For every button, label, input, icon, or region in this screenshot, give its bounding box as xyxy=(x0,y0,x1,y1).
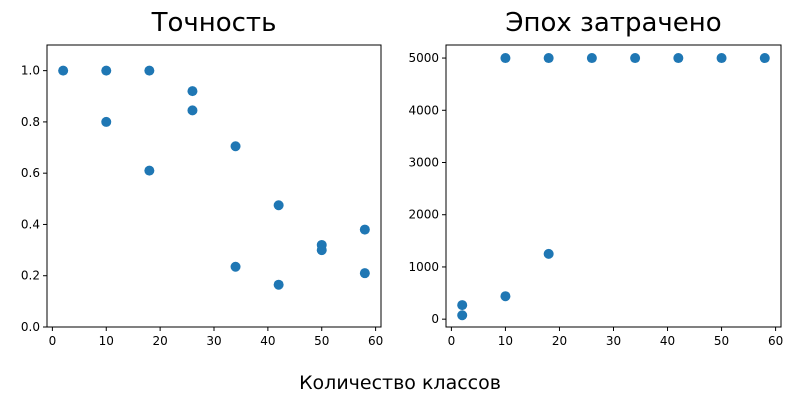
data-point xyxy=(273,200,284,211)
data-point xyxy=(457,300,468,311)
y-tick-label: 5000 xyxy=(408,51,439,65)
x-tick-label: 10 xyxy=(498,334,513,348)
chart-title-accuracy: Точность xyxy=(151,8,277,38)
x-tick-label: 20 xyxy=(552,334,567,348)
accuracy-scatter-plot: 0 10 20 30 40 50 60 0.0 0.2 0.4 0.6 0.8 1.0 xyxy=(21,44,383,348)
y-tick-label: 1.0 xyxy=(21,64,40,78)
data-point xyxy=(543,248,554,259)
data-point xyxy=(187,86,198,97)
x-tick-label: 60 xyxy=(368,334,383,348)
data-point xyxy=(230,261,241,272)
y-tick-label: 0 xyxy=(431,312,439,326)
data-point xyxy=(359,268,370,279)
plot-frame xyxy=(46,44,382,328)
data-point xyxy=(359,224,370,235)
x-tick-label: 20 xyxy=(152,334,167,348)
y-tick-label: 4000 xyxy=(408,103,439,117)
x-tick-label: 50 xyxy=(714,334,729,348)
y-tick-label: 0.6 xyxy=(21,166,40,180)
x-tick-label: 40 xyxy=(260,334,275,348)
data-point xyxy=(273,279,284,290)
data-point xyxy=(144,65,155,76)
plot-frame xyxy=(445,44,782,328)
x-tick-label: 50 xyxy=(314,334,329,348)
data-point xyxy=(543,53,554,64)
y-tick-label: 0.0 xyxy=(21,320,40,334)
x-tick-label: 30 xyxy=(206,334,221,348)
data-point xyxy=(673,53,684,64)
y-tick-label: 0.2 xyxy=(21,269,40,283)
data-point xyxy=(759,53,770,64)
x-tick-label: 40 xyxy=(660,334,675,348)
y-tick-label: 0.4 xyxy=(21,217,40,231)
data-point xyxy=(187,105,198,116)
data-point xyxy=(457,310,468,321)
y-tick-label: 1000 xyxy=(408,260,439,274)
x-tick-label: 10 xyxy=(99,334,114,348)
data-point xyxy=(630,53,641,64)
data-point xyxy=(144,165,155,176)
x-tick-label: 30 xyxy=(606,334,621,348)
data-point xyxy=(58,65,69,76)
data-point xyxy=(586,53,597,64)
y-tick-label: 3000 xyxy=(408,156,439,170)
data-point xyxy=(101,116,112,127)
data-point xyxy=(230,141,241,152)
chart-title-epochs: Эпох затрачено xyxy=(505,8,722,38)
x-tick-label: 0 xyxy=(448,334,456,348)
data-point xyxy=(716,53,727,64)
data-point xyxy=(316,245,327,256)
data-point xyxy=(500,53,511,64)
x-tick-label: 0 xyxy=(49,334,57,348)
y-tick-label: 2000 xyxy=(408,208,439,222)
data-point xyxy=(500,291,511,302)
shared-x-axis-label: Количество классов xyxy=(299,372,501,394)
x-tick-label: 60 xyxy=(768,334,783,348)
epochs-scatter-plot: 0 10 20 30 40 50 60 0 1000 2000 3000 4000 5000 xyxy=(408,44,783,348)
data-point xyxy=(101,65,112,76)
y-tick-label: 0.8 xyxy=(21,115,40,129)
